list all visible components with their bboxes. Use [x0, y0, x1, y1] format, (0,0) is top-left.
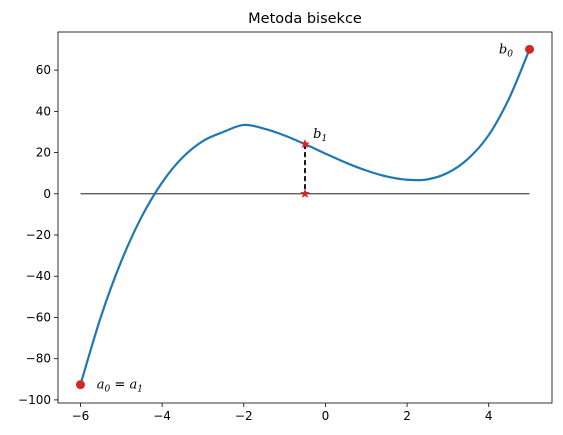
- chart-title: Metoda bisekce: [248, 11, 362, 27]
- endpoint-marker-0: [76, 380, 85, 389]
- annotation-b0: b0: [499, 42, 513, 59]
- y-tick-label: −60: [26, 310, 51, 324]
- y-tick-label: 20: [36, 146, 51, 160]
- plot-area: [76, 45, 534, 389]
- x-tick-label: 0: [322, 409, 330, 423]
- x-tick-label: 4: [485, 409, 493, 423]
- y-tick-label: 0: [43, 187, 51, 201]
- annotation-b1: b1: [313, 127, 327, 144]
- midpoint-star-axis: [301, 189, 310, 197]
- x-tick-label: −6: [72, 409, 90, 423]
- y-axis-ticks: −100 −80 −60 −40 −20 0 20 40 60: [18, 63, 58, 407]
- y-tick-label: −20: [26, 228, 51, 242]
- y-tick-label: −40: [26, 269, 51, 283]
- y-tick-label: 40: [36, 104, 51, 118]
- x-axis-ticks: −6 −4 −2 0 2 4: [72, 403, 493, 423]
- x-tick-label: 2: [403, 409, 411, 423]
- function-curve: [80, 49, 529, 384]
- y-tick-label: 60: [36, 63, 51, 77]
- y-tick-label: −80: [26, 352, 51, 366]
- endpoint-marker-1: [525, 45, 534, 54]
- annotation-a: a0 = a1: [97, 378, 143, 395]
- annotations: a0 = a1 b0 b1: [97, 42, 513, 394]
- x-tick-label: −4: [153, 409, 171, 423]
- y-tick-label: −100: [18, 393, 51, 407]
- x-tick-label: −2: [235, 409, 253, 423]
- axes-frame: [58, 32, 552, 403]
